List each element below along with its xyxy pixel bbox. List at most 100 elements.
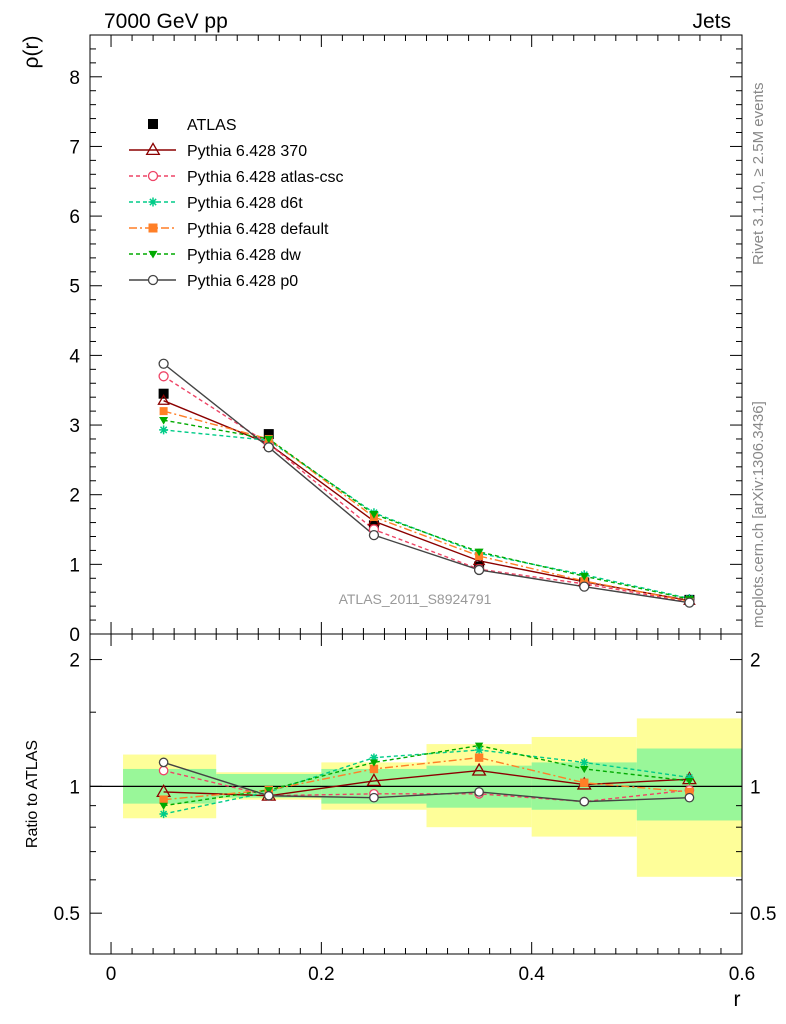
data-point-pythia-6-428-atlas-csc — [158, 371, 169, 382]
ratio-series-line-pythia-6-428-atlas-csc — [163, 769, 690, 803]
data-point-pythia-6-428-default — [159, 407, 168, 416]
ratio-point-pythia-6-428-default — [474, 753, 484, 762]
watermark-label: ATLAS_2011_S8924791 — [339, 591, 492, 607]
data-point-pythia-6-428-dw — [579, 573, 589, 581]
data-point-atlas — [158, 388, 169, 399]
legend-label: Pythia 6.428 dw — [187, 247, 301, 264]
ratio-point-pythia-6-428-d6t — [685, 773, 694, 782]
series-markers-atlas — [158, 388, 695, 605]
legend-marker — [147, 274, 159, 286]
ratio-point-pythia-6-428-dw — [159, 802, 168, 810]
ratio-y-tick-label-right: 0.5 — [750, 904, 776, 925]
ratio-plot-frame — [89, 633, 743, 955]
ratio-point-pythia-6-428-370 — [471, 762, 487, 776]
ratio-point-pythia-6-428-default — [580, 778, 589, 787]
header-title: 7000 GeV pp — [104, 10, 228, 33]
series-line-pythia-6-428-p0 — [163, 363, 690, 604]
x-axis-label: r — [734, 988, 741, 1011]
ratio-plot-panel: 0.5 0.5 1 1 2 2 0 0.2 0.4 0.6 Ratio to ATLAS r — [24, 633, 776, 1011]
data-point-pythia-6-428-p0 — [158, 358, 169, 369]
ratio-y-tick-label-right: 1 — [750, 777, 761, 798]
ratio-series-markers-pythia-6-428-dw — [159, 742, 694, 810]
ratio-y-tick-label: 0.5 — [54, 904, 80, 925]
ratio-y-tick-label: 2 — [69, 651, 80, 672]
series-line-pythia-6-428-default — [163, 410, 690, 602]
data-point-pythia-6-428-default — [580, 577, 589, 586]
series-markers-pythia-6-428-dw — [159, 417, 694, 604]
data-point-pythia-6-428-d6t — [159, 425, 169, 435]
legend: ATLAS Pythia 6.428 370 Pythia 6.428 atlas-… — [129, 117, 344, 290]
main-y-tick-label: 4 — [69, 346, 80, 367]
ratio-point-pythia-6-428-p0 — [474, 787, 484, 797]
ratio-series-pythia-6-428-atlas-csc — [163, 769, 690, 803]
ratio-point-pythia-6-428-default — [369, 764, 379, 774]
legend-entry-pythia-6-428-370: Pythia 6.428 370 — [129, 142, 307, 160]
ratio-point-pythia-6-428-370 — [366, 773, 382, 787]
series-markers-pythia-6-428-p0 — [158, 358, 695, 608]
x-tick-label: 0.4 — [518, 964, 545, 985]
data-point-pythia-6-428-dw — [474, 548, 484, 557]
legend-marker — [148, 223, 158, 233]
ratio-series-pythia-6-428-default — [163, 756, 690, 801]
series-line-pythia-6-428-atlas-csc — [163, 375, 690, 603]
ratio-point-pythia-6-428-d6t — [580, 758, 589, 767]
main-y-tick-label: 1 — [69, 555, 80, 576]
ratio-point-pythia-6-428-d6t — [159, 809, 168, 819]
mcplots-label: mcplots.cern.ch [arXiv:1306.3436] — [750, 401, 767, 628]
series-pythia-6-428-p0 — [163, 363, 690, 604]
legend-entry-pythia-6-428-p0: Pythia 6.428 p0 — [129, 273, 298, 290]
series-line-pythia-6-428-370 — [163, 400, 690, 602]
data-point-pythia-6-428-p0 — [684, 597, 695, 608]
legend-entry-pythia-6-428-atlas-csc: Pythia 6.428 atlas-csc — [129, 169, 344, 186]
rivet-version-label: Rivet 3.1.10, ≥ 2.5M events — [750, 83, 767, 266]
data-point-pythia-6-428-p0 — [263, 442, 274, 453]
x-tick-label: 0.6 — [729, 964, 755, 985]
ratio-series-pythia-6-428-dw — [163, 744, 690, 807]
series-pythia-6-428-atlas-csc — [163, 375, 690, 603]
ratio-series-pythia-6-428-p0 — [163, 761, 690, 803]
data-point-pythia-6-428-p0 — [368, 529, 380, 541]
legend-entry-atlas: ATLAS — [148, 117, 237, 134]
data-point-pythia-6-428-dw — [264, 435, 274, 444]
data-point-pythia-6-428-p0 — [579, 581, 590, 592]
ratio-point-pythia-6-428-p0 — [684, 792, 695, 803]
ratio-point-pythia-6-428-p0 — [579, 796, 590, 807]
ratio-point-pythia-6-428-p0 — [263, 790, 274, 801]
series-pythia-6-428-dw — [163, 419, 690, 600]
main-y-tick-label: 5 — [69, 277, 80, 298]
ratio-series-markers-pythia-6-428-p0 — [158, 757, 695, 807]
data-point-pythia-6-428-p0 — [473, 564, 485, 576]
legend-label: ATLAS — [187, 117, 237, 134]
legend-marker — [148, 250, 158, 259]
series-markers-pythia-6-428-default — [159, 407, 694, 606]
ratio-point-pythia-6-428-default — [159, 795, 168, 804]
ratio-series-line-pythia-6-428-dw — [163, 744, 690, 807]
data-point-atlas — [263, 429, 274, 440]
main-y-tick-label: 7 — [69, 137, 80, 158]
ratio-point-pythia-6-428-dw — [685, 778, 694, 786]
series-line-pythia-6-428-d6t — [163, 429, 690, 600]
legend-label: Pythia 6.428 p0 — [187, 273, 298, 290]
ratio-point-pythia-6-428-dw — [264, 787, 273, 795]
legend-marker — [147, 170, 159, 182]
series-pythia-6-428-370 — [163, 400, 690, 602]
ratio-point-pythia-6-428-atlas-csc — [158, 765, 169, 776]
main-y-tick-label: 8 — [69, 68, 80, 89]
data-point-pythia-6-428-dw — [159, 417, 169, 425]
legend-label: Pythia 6.428 370 — [187, 143, 307, 160]
ratio-point-pythia-6-428-d6t — [369, 753, 379, 762]
ratio-series-line-pythia-6-428-p0 — [163, 761, 690, 803]
legend-entry-pythia-6-428-default: Pythia 6.428 default — [129, 221, 329, 238]
ratio-point-pythia-6-428-dw — [369, 759, 379, 767]
series-markers-pythia-6-428-d6t — [159, 425, 694, 603]
data-point-pythia-6-428-dw — [369, 511, 379, 519]
main-plot-panel: 0 1 2 3 4 5 6 7 8 ρ(r) ATLAS_2011_S8924791 ATLAS… — [20, 34, 743, 646]
ratio-point-pythia-6-428-d6t — [474, 745, 484, 755]
x-tick-label: 0 — [106, 964, 117, 985]
ratio-point-pythia-6-428-p0 — [369, 792, 379, 803]
main-y-tick-label: 2 — [69, 486, 80, 507]
legend-marker — [148, 197, 158, 207]
legend-marker — [145, 142, 161, 156]
series-markers-pythia-6-428-atlas-csc — [158, 371, 695, 608]
